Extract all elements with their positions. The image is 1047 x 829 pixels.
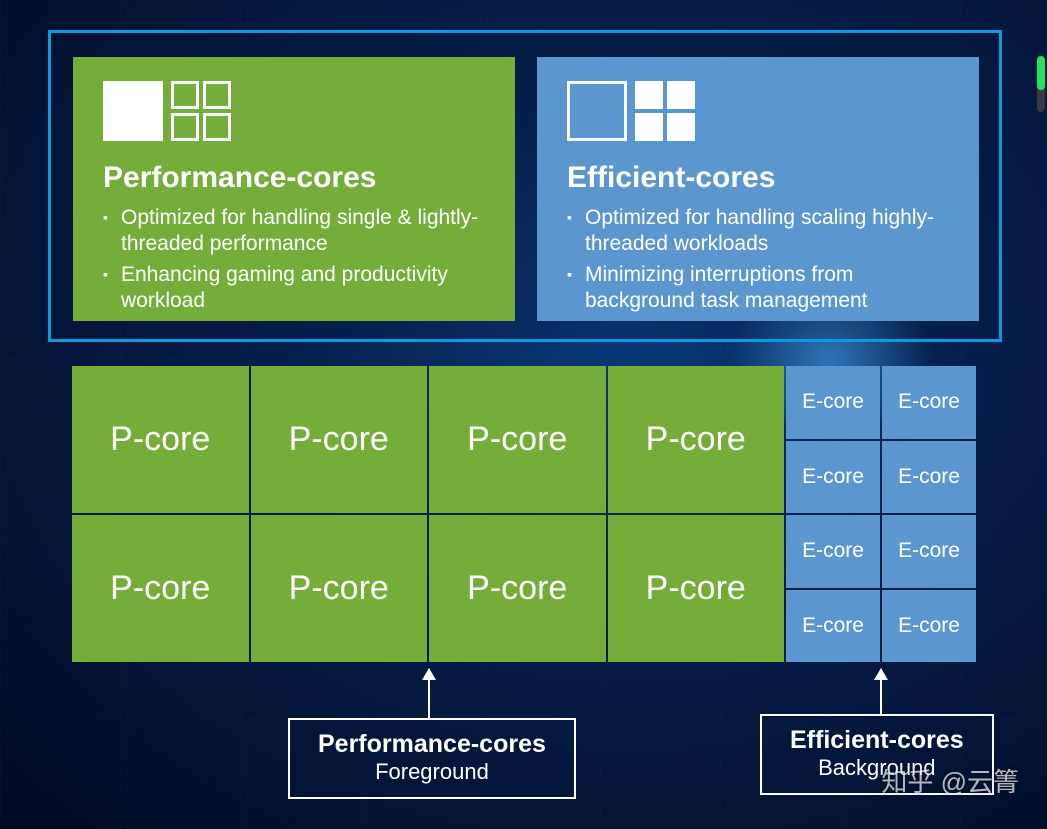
e-core-tile: E-core xyxy=(882,366,976,439)
performance-card: Performance-cores Optimized for handling… xyxy=(73,57,515,321)
scrollbar-thumb[interactable] xyxy=(1037,56,1045,90)
e-cores-group: E-coreE-coreE-coreE-coreE-coreE-coreE-co… xyxy=(786,366,976,662)
p-core-tile: P-core xyxy=(608,366,785,513)
performance-icon xyxy=(103,81,485,141)
performance-title: Performance-cores xyxy=(103,161,485,195)
arrow-up-icon xyxy=(880,669,882,714)
p-core-tile: P-core xyxy=(72,515,249,662)
callout-sub: Foreground xyxy=(318,759,546,785)
small-squares-icon xyxy=(635,81,695,141)
p-core-tile: P-core xyxy=(251,366,428,513)
e-core-tile: E-core xyxy=(786,366,880,439)
small-squares-icon xyxy=(171,81,231,141)
e-core-tile: E-core xyxy=(786,515,880,588)
small-square-icon xyxy=(203,113,231,141)
efficient-icon xyxy=(567,81,949,141)
p-core-tile: P-core xyxy=(429,515,606,662)
large-square-icon xyxy=(567,81,627,141)
callout-title: Performance-cores xyxy=(318,730,546,759)
e-core-tile: E-core xyxy=(786,441,880,514)
bullet-item: Optimized for handling single & lightly-… xyxy=(103,205,485,258)
e-core-tile: E-core xyxy=(786,590,880,663)
bullet-item: Optimized for handling scaling highly-th… xyxy=(567,205,949,258)
performance-bullets: Optimized for handling single & lightly-… xyxy=(103,205,485,314)
small-square-icon xyxy=(635,81,663,109)
cores-grid: P-coreP-coreP-coreP-coreP-coreP-coreP-co… xyxy=(72,366,976,662)
bullet-item: Minimizing interruptions from background… xyxy=(567,262,949,315)
bullet-item: Enhancing gaming and productivity worklo… xyxy=(103,262,485,315)
top-panel: Performance-cores Optimized for handling… xyxy=(48,30,1002,342)
e-core-tile: E-core xyxy=(882,515,976,588)
performance-callout: Performance-cores Foreground xyxy=(288,718,576,799)
small-square-icon xyxy=(635,113,663,141)
small-square-icon xyxy=(667,113,695,141)
arrow-up-icon xyxy=(428,669,430,718)
small-square-icon xyxy=(171,113,199,141)
small-square-icon xyxy=(171,81,199,109)
p-core-tile: P-core xyxy=(251,515,428,662)
efficient-card: Efficient-cores Optimized for handling s… xyxy=(537,57,979,321)
watermark: 知乎 @云箐 xyxy=(881,762,1019,799)
p-core-tile: P-core xyxy=(72,366,249,513)
e-core-tile: E-core xyxy=(882,441,976,514)
small-square-icon xyxy=(667,81,695,109)
small-square-icon xyxy=(203,81,231,109)
efficient-title: Efficient-cores xyxy=(567,161,949,195)
e-core-tile: E-core xyxy=(882,590,976,663)
p-core-tile: P-core xyxy=(429,366,606,513)
p-cores-group: P-coreP-coreP-coreP-coreP-coreP-coreP-co… xyxy=(72,366,784,662)
p-core-tile: P-core xyxy=(608,515,785,662)
callout-title: Efficient-cores xyxy=(790,726,964,755)
efficient-bullets: Optimized for handling scaling highly-th… xyxy=(567,205,949,314)
large-square-icon xyxy=(103,81,163,141)
